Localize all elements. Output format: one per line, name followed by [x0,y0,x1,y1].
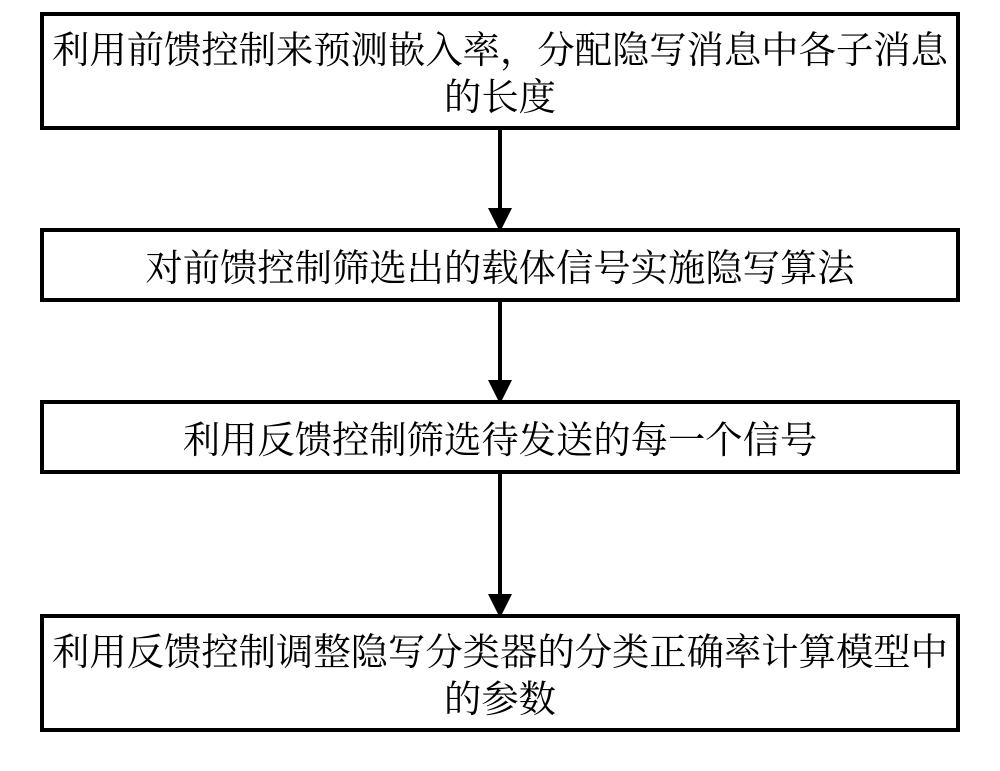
flow-node-4: 利用反馈控制调整隐写分类器的分类正确率计算模型中的参数 [40,614,960,732]
flowchart-canvas: 利用前馈控制来预测嵌入率，分配隐写消息中各子消息的长度 对前馈控制筛选出的载体信… [0,0,1000,771]
flow-node-3-label: 利用反馈控制筛选待发送的每一个信号 [183,414,818,461]
flow-node-1-label: 利用前馈控制来预测嵌入率，分配隐写消息中各子消息的长度 [52,24,948,117]
flow-node-2: 对前馈控制筛选出的载体信号实施隐写算法 [40,228,960,302]
flow-node-1: 利用前馈控制来预测嵌入率，分配隐写消息中各子消息的长度 [40,12,960,130]
flow-node-3: 利用反馈控制筛选待发送的每一个信号 [40,400,960,474]
flow-node-4-label: 利用反馈控制调整隐写分类器的分类正确率计算模型中的参数 [52,626,948,719]
flow-node-2-label: 对前馈控制筛选出的载体信号实施隐写算法 [145,242,854,289]
